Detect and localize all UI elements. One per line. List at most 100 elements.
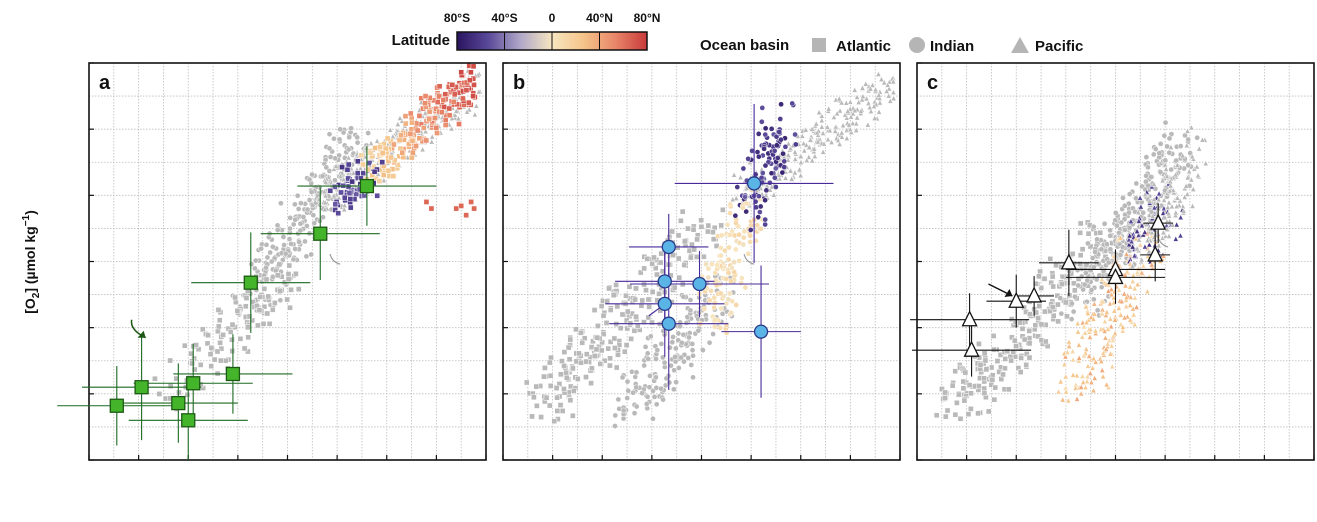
- glodap-point: [252, 257, 259, 264]
- glodap-point: [675, 232, 682, 239]
- latitude-tick-label: 40°S: [491, 11, 517, 25]
- glodap-point: [942, 395, 948, 401]
- glodap-point: [701, 253, 707, 260]
- glodap-point: [280, 234, 287, 240]
- glodap-point: [1168, 166, 1175, 173]
- glodap-point: [654, 347, 661, 354]
- glodap-point: [855, 98, 862, 105]
- glodap-point: [797, 152, 804, 159]
- glodap-point: [1137, 203, 1144, 210]
- glodap-point: [690, 226, 697, 233]
- glodap-point: [456, 121, 462, 127]
- glodap-point: [796, 166, 803, 173]
- glodap-point: [661, 359, 668, 366]
- glodap-point: [332, 201, 339, 208]
- glodap-point: [1180, 207, 1187, 214]
- glodap-point: [1103, 308, 1110, 315]
- glodap-point: [297, 220, 304, 227]
- glodap-point: [341, 194, 348, 201]
- glodap-point: [1164, 225, 1171, 232]
- glodap-point: [727, 201, 734, 208]
- glodap-point: [345, 175, 351, 182]
- glodap-point: [846, 121, 853, 128]
- glodap-point: [763, 187, 770, 194]
- glodap-point: [1087, 326, 1094, 333]
- glodap-point: [156, 391, 163, 397]
- glodap-point: [624, 395, 631, 401]
- glodap-point: [681, 238, 688, 245]
- glodap-point: [354, 139, 361, 146]
- x-axis: [916, 455, 1315, 460]
- glodap-point: [579, 339, 586, 346]
- glodap-point: [1002, 365, 1008, 372]
- glodap-point: [285, 271, 292, 277]
- glodap-point: [547, 372, 554, 379]
- glodap-point: [1085, 240, 1091, 247]
- glodap-point: [294, 192, 301, 199]
- glodap-point: [388, 154, 394, 161]
- glodap-point: [1157, 169, 1164, 175]
- glodap-point: [1129, 277, 1136, 284]
- glodap-point: [348, 125, 354, 132]
- glodap-point: [1134, 245, 1141, 252]
- glodap-point: [1109, 363, 1116, 370]
- glodap-point: [1094, 307, 1101, 314]
- glodap-point: [725, 256, 732, 263]
- glodap-point: [1013, 343, 1019, 349]
- glodap-point: [460, 95, 466, 102]
- glodap-point: [981, 375, 987, 382]
- glodap-point: [332, 207, 339, 213]
- glodap-point: [1160, 209, 1167, 216]
- glodap-point: [1183, 142, 1190, 149]
- glodap-point: [710, 236, 717, 243]
- glodap-point: [408, 154, 415, 161]
- glodap-point: [968, 406, 974, 412]
- glodap-point: [1123, 302, 1130, 310]
- glodap-point: [287, 304, 293, 311]
- glodap-point: [745, 156, 752, 162]
- glodap-point: [382, 145, 389, 152]
- glodap-point: [1075, 341, 1082, 348]
- glodap-point: [360, 170, 367, 177]
- glodap-point: [799, 132, 806, 139]
- glodap-point: [633, 403, 640, 410]
- glodap-point: [778, 136, 784, 143]
- glodap-point: [864, 121, 871, 128]
- data-point: [1147, 245, 1164, 262]
- glodap-point: [708, 288, 714, 294]
- glodap-point: [554, 394, 560, 401]
- glodap-point: [553, 385, 560, 391]
- glodap-point: [399, 149, 406, 156]
- glodap-point: [303, 253, 310, 260]
- glodap-point: [1055, 388, 1062, 395]
- glodap-point: [322, 199, 329, 206]
- glodap-point: [1184, 127, 1191, 134]
- glodap-point: [167, 357, 173, 364]
- glodap-point: [422, 100, 428, 107]
- glodap-point: [1068, 316, 1075, 323]
- glodap-point: [678, 354, 685, 361]
- glodap-point: [1184, 174, 1191, 181]
- glodap-point: [255, 322, 261, 329]
- glodap-point: [944, 407, 951, 414]
- glodap-point: [374, 192, 381, 199]
- glodap-point: [732, 212, 739, 219]
- glodap-point: [679, 208, 686, 215]
- glodap-point: [261, 285, 268, 292]
- glodap-point: [1137, 241, 1144, 248]
- glodap-point: [570, 387, 577, 394]
- glodap-point: [1002, 356, 1009, 362]
- glodap-point: [607, 307, 614, 313]
- glodap-point: [551, 418, 558, 425]
- glodap-point: [758, 225, 764, 232]
- glodap-point: [1127, 301, 1134, 308]
- glodap-point: [1165, 210, 1172, 217]
- glodap-point: [849, 119, 856, 126]
- glodap-point: [267, 249, 274, 256]
- glodap-point: [269, 306, 276, 313]
- glodap-point: [768, 125, 775, 132]
- glodap-point: [246, 313, 253, 320]
- glodap-point: [652, 374, 659, 381]
- glodap-point: [458, 203, 465, 209]
- glodap-point: [1026, 328, 1033, 334]
